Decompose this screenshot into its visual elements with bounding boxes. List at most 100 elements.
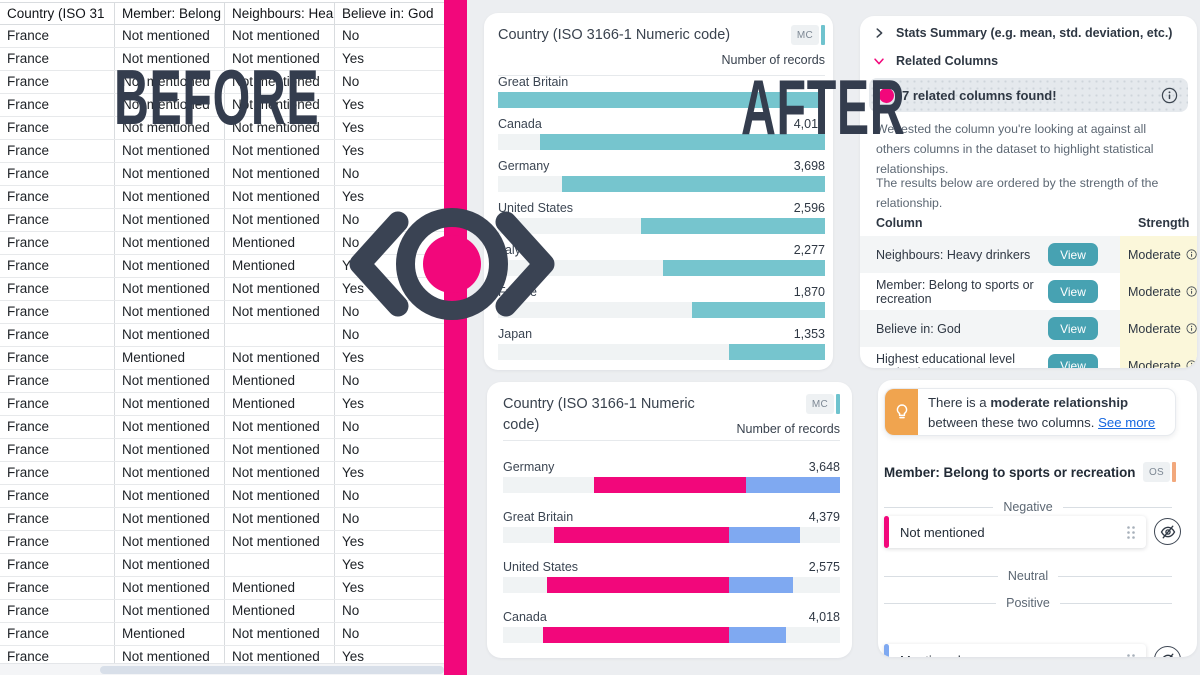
cell-believe[interactable]: Yes	[342, 120, 365, 135]
cell-member[interactable]: Not mentioned	[115, 600, 225, 622]
cell-country[interactable]: France	[0, 393, 115, 415]
info-icon[interactable]	[1186, 358, 1197, 368]
cell-believe[interactable]: No	[342, 304, 360, 319]
bar-fill[interactable]	[691, 302, 825, 318]
cell-member[interactable]: Not mentioned	[115, 25, 225, 47]
cell-neighbours[interactable]: Not mentioned	[225, 347, 335, 369]
cell-member[interactable]: Not mentioned	[115, 462, 225, 484]
cell-neighbours[interactable]: Mentioned	[225, 577, 335, 599]
bar-fill[interactable]	[640, 218, 825, 234]
cell-neighbours[interactable]	[225, 324, 335, 346]
bar-fill[interactable]	[728, 344, 825, 360]
cell-neighbours[interactable]: Not mentioned	[225, 71, 335, 93]
segment-mentioned[interactable]	[728, 627, 787, 643]
cell-neighbours[interactable]: Mentioned	[225, 600, 335, 622]
cell-neighbours[interactable]	[225, 554, 335, 576]
hide-category-button[interactable]	[1154, 646, 1181, 657]
cell-believe[interactable]: No	[342, 511, 360, 526]
cell-country[interactable]: France	[0, 117, 115, 139]
bar-fill[interactable]	[539, 134, 825, 150]
cell-neighbours[interactable]: Mentioned	[225, 255, 335, 277]
cell-member[interactable]: Not mentioned	[115, 577, 225, 599]
hide-category-button[interactable]	[1154, 518, 1181, 545]
bar-fill[interactable]	[498, 92, 825, 108]
segment-mentioned[interactable]	[728, 577, 793, 593]
cell-member[interactable]: Not mentioned	[115, 370, 225, 392]
horizontal-scrollbar[interactable]	[0, 663, 444, 675]
cell-member[interactable]: Not mentioned	[115, 232, 225, 254]
info-icon[interactable]	[1186, 247, 1197, 262]
cell-believe[interactable]: No	[342, 442, 360, 457]
segment-not-mentioned[interactable]	[543, 627, 729, 643]
cell-neighbours[interactable]: Not mentioned	[225, 416, 335, 438]
cell-member[interactable]: Not mentioned	[115, 48, 225, 70]
column-header-neighbours[interactable]: Neighbours: Hea	[225, 3, 335, 24]
view-button[interactable]: View	[1048, 354, 1098, 368]
cell-believe[interactable]: Yes	[342, 281, 365, 296]
cell-country[interactable]: France	[0, 232, 115, 254]
cell-country[interactable]: France	[0, 71, 115, 93]
cell-member[interactable]: Not mentioned	[115, 278, 225, 300]
cell-country[interactable]: France	[0, 186, 115, 208]
cell-member[interactable]: Not mentioned	[115, 439, 225, 461]
cell-believe[interactable]: No	[342, 488, 360, 503]
cell-member[interactable]: Not mentioned	[115, 163, 225, 185]
cell-neighbours[interactable]: Not mentioned	[225, 186, 335, 208]
cell-country[interactable]: France	[0, 508, 115, 530]
segment-not-mentioned[interactable]	[546, 577, 729, 593]
cell-country[interactable]: France	[0, 554, 115, 576]
cell-member[interactable]: Not mentioned	[115, 508, 225, 530]
cell-neighbours[interactable]: Not mentioned	[225, 531, 335, 553]
view-button[interactable]: View	[1048, 317, 1098, 340]
related-columns-accordion[interactable]: Related Columns	[872, 54, 998, 68]
info-icon[interactable]	[1186, 321, 1197, 336]
cell-country[interactable]: France	[0, 439, 115, 461]
cell-neighbours[interactable]: Not mentioned	[225, 48, 335, 70]
cell-believe[interactable]: Yes	[342, 143, 365, 158]
cell-neighbours[interactable]: Mentioned	[225, 370, 335, 392]
info-icon[interactable]	[1161, 87, 1178, 104]
cell-member[interactable]: Not mentioned	[115, 71, 225, 93]
category-card[interactable]: Not mentioned	[884, 516, 1146, 548]
cell-believe[interactable]: Yes	[342, 97, 365, 112]
cell-believe[interactable]: Yes	[342, 649, 365, 664]
cell-country[interactable]: France	[0, 278, 115, 300]
cell-country[interactable]: France	[0, 416, 115, 438]
cell-country[interactable]: France	[0, 600, 115, 622]
bar-fill[interactable]	[663, 260, 825, 276]
column-header-believe[interactable]: Believe in: God	[342, 6, 434, 21]
category-card[interactable]: Mentioned	[884, 644, 1146, 657]
cell-member[interactable]: Not mentioned	[115, 554, 225, 576]
cell-neighbours[interactable]: Not mentioned	[225, 163, 335, 185]
cell-country[interactable]: France	[0, 94, 115, 116]
cell-member[interactable]: Not mentioned	[115, 117, 225, 139]
cell-believe[interactable]: No	[342, 373, 360, 388]
cell-member[interactable]: Not mentioned	[115, 209, 225, 231]
cell-member[interactable]: Mentioned	[115, 347, 225, 369]
cell-neighbours[interactable]: Not mentioned	[225, 301, 335, 323]
cell-member[interactable]: Not mentioned	[115, 324, 225, 346]
cell-country[interactable]: France	[0, 324, 115, 346]
drag-handle-icon[interactable]	[1126, 653, 1136, 658]
cell-country[interactable]: France	[0, 646, 115, 668]
cell-neighbours[interactable]: Not mentioned	[225, 140, 335, 162]
cell-country[interactable]: France	[0, 209, 115, 231]
segment-mentioned[interactable]	[728, 527, 800, 543]
column-header-country[interactable]: Country (ISO 31	[0, 3, 115, 24]
cell-believe[interactable]: No	[342, 419, 360, 434]
cell-neighbours[interactable]: Mentioned	[225, 393, 335, 415]
cell-believe[interactable]: No	[342, 603, 360, 618]
cell-member[interactable]: Not mentioned	[115, 393, 225, 415]
cell-believe[interactable]: No	[342, 235, 360, 250]
cell-believe[interactable]: No	[342, 327, 360, 342]
cell-member[interactable]: Not mentioned	[115, 485, 225, 507]
cell-believe[interactable]: No	[342, 626, 360, 641]
cell-neighbours[interactable]: Not mentioned	[225, 462, 335, 484]
segment-not-mentioned[interactable]	[553, 527, 729, 543]
cell-country[interactable]: France	[0, 255, 115, 277]
cell-country[interactable]: France	[0, 25, 115, 47]
cell-country[interactable]: France	[0, 623, 115, 645]
cell-believe[interactable]: No	[342, 212, 360, 227]
cell-neighbours[interactable]: Not mentioned	[225, 278, 335, 300]
cell-believe[interactable]: Yes	[342, 396, 365, 411]
